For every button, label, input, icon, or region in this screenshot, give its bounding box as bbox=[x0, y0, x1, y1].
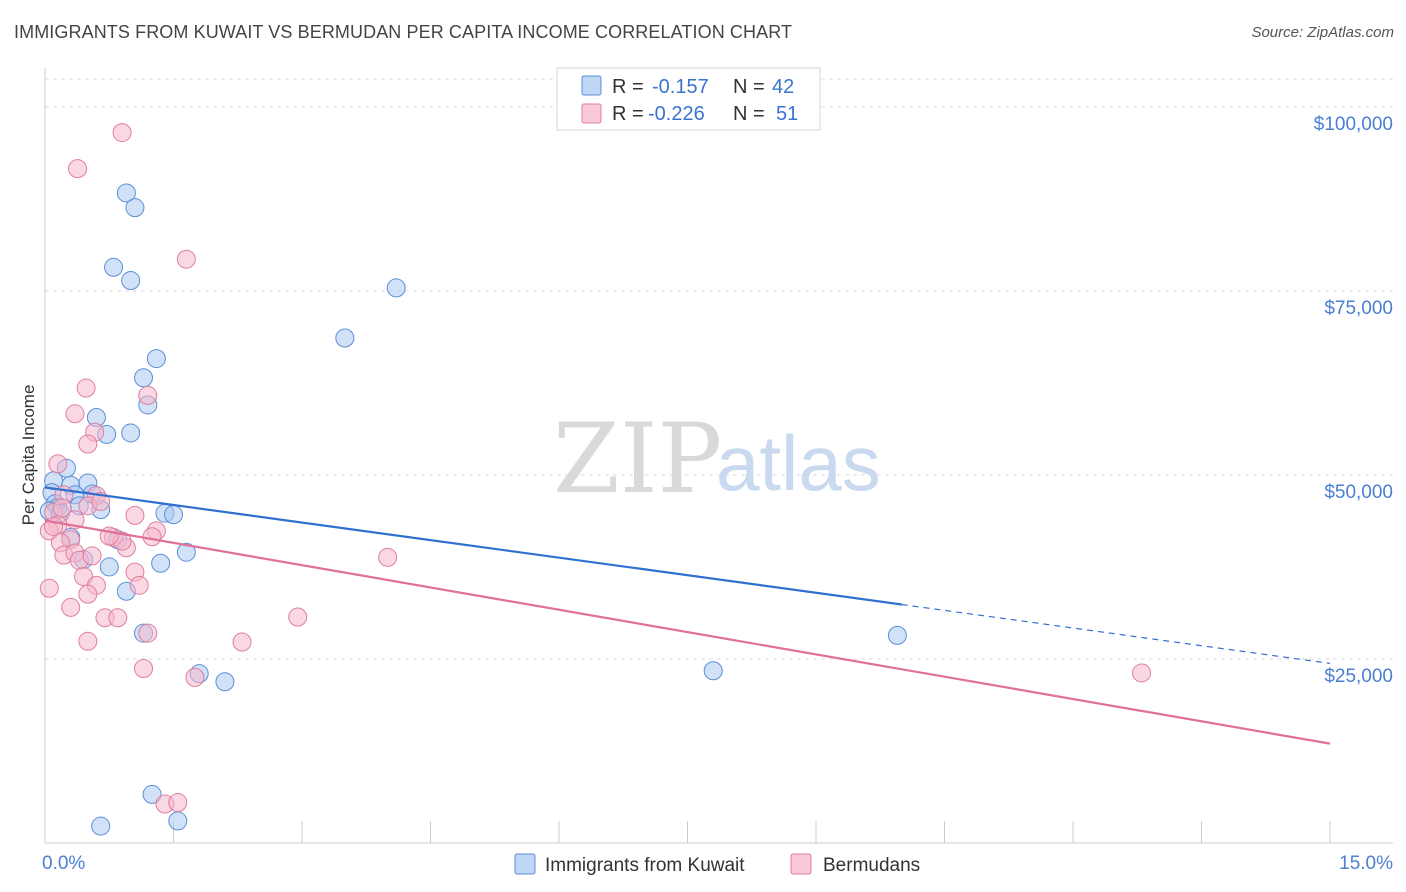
bottom-legend-label: Bermudans bbox=[823, 855, 920, 876]
legend-n-value: 51 bbox=[776, 103, 798, 125]
grid-lines bbox=[45, 78, 1393, 660]
kuwait-trend-extension bbox=[901, 603, 1331, 664]
chart-title: IMMIGRANTS FROM KUWAIT VS BERMUDAN PER C… bbox=[14, 22, 793, 42]
bermudan-point bbox=[76, 378, 96, 398]
bermudan-trend-line bbox=[44, 519, 1331, 745]
y-tick-label: $75,000 bbox=[1324, 298, 1393, 319]
watermark-atlas: atlas bbox=[716, 419, 881, 507]
bermudan-point bbox=[52, 498, 72, 518]
kuwait-point bbox=[121, 271, 141, 291]
y-tick-label: $100,000 bbox=[1314, 114, 1393, 135]
bermudan-point bbox=[39, 578, 59, 598]
kuwait-point bbox=[116, 183, 136, 203]
bermudan-point bbox=[168, 793, 188, 813]
bermudan-point bbox=[378, 547, 398, 567]
kuwait-point bbox=[104, 257, 124, 277]
legend-n-label: N = bbox=[733, 103, 765, 125]
bermudan-point bbox=[142, 527, 162, 547]
bottom-legend-swatch-blue bbox=[514, 853, 536, 875]
legend-n-value: 42 bbox=[772, 76, 794, 98]
bermudan-point bbox=[78, 631, 98, 651]
bermudan-point bbox=[125, 505, 145, 525]
watermark: ZIP atlas bbox=[553, 403, 881, 515]
bermudan-point bbox=[232, 632, 252, 652]
kuwait-point bbox=[91, 816, 111, 836]
bermudan-point bbox=[68, 159, 88, 179]
bermudan-point bbox=[138, 623, 158, 643]
bermudan-point bbox=[288, 607, 308, 627]
watermark-zip: ZIP bbox=[553, 403, 722, 515]
y-tick-label: $25,000 bbox=[1324, 666, 1393, 687]
y-axis-title: Per Capita Income bbox=[19, 385, 38, 526]
kuwait-point bbox=[703, 661, 723, 681]
kuwait-point bbox=[151, 553, 171, 573]
kuwait-point bbox=[99, 557, 119, 577]
bottom-legend-label: Immigrants from Kuwait bbox=[545, 855, 745, 876]
legend-r-label: R = bbox=[612, 76, 644, 98]
bermudan-point bbox=[78, 584, 98, 604]
bermudan-point bbox=[1132, 663, 1152, 683]
source-credit: Source: ZipAtlas.com bbox=[1251, 24, 1394, 41]
bermudan-point bbox=[65, 404, 85, 424]
legend-r-label: R = bbox=[612, 103, 644, 125]
bermudan-point bbox=[129, 575, 149, 595]
kuwait-trend-line bbox=[44, 486, 902, 606]
kuwait-point bbox=[335, 328, 355, 348]
bermudan-point bbox=[91, 491, 111, 511]
x-tick-labels: 0.0% 15.0% bbox=[42, 853, 1393, 874]
kuwait-point bbox=[142, 784, 162, 804]
bermudan-point bbox=[185, 667, 205, 687]
bermudan-point bbox=[78, 434, 98, 454]
x-tick-label: 0.0% bbox=[42, 853, 85, 874]
correlation-legend: R = -0.157 N = 42 R = -0.226 N = 51 bbox=[556, 67, 821, 131]
bermudan-point bbox=[176, 249, 196, 269]
bermudan-point bbox=[48, 454, 68, 474]
kuwait-point bbox=[134, 368, 154, 388]
bermudan-point bbox=[108, 608, 128, 628]
bermudan-point bbox=[82, 546, 102, 566]
trend-lines bbox=[44, 486, 1331, 745]
x-tick-label: 15.0% bbox=[1339, 853, 1393, 874]
kuwait-point bbox=[176, 542, 196, 562]
kuwait-point bbox=[215, 672, 235, 692]
y-tick-labels: $25,000 $50,000 $75,000 $100,000 bbox=[1314, 114, 1393, 687]
y-tick-label: $50,000 bbox=[1324, 482, 1393, 503]
kuwait-point bbox=[125, 198, 145, 218]
bermudan-point bbox=[61, 597, 81, 617]
bottom-legend-swatch-pink bbox=[790, 853, 812, 875]
series-legend: Immigrants from Kuwait Bermudans bbox=[514, 853, 920, 876]
kuwait-point bbox=[121, 423, 141, 443]
axes bbox=[44, 68, 1393, 844]
bermudan-point bbox=[138, 385, 158, 405]
legend-r-value: -0.226 bbox=[648, 103, 705, 125]
legend-swatch-blue bbox=[581, 75, 602, 96]
kuwait-point bbox=[887, 625, 907, 645]
kuwait-point bbox=[386, 278, 406, 298]
legend-r-value: -0.157 bbox=[652, 76, 709, 98]
kuwait-point bbox=[168, 811, 188, 831]
legend-n-label: N = bbox=[733, 76, 765, 98]
kuwait-point bbox=[164, 505, 183, 525]
bermudan-point bbox=[134, 659, 154, 679]
legend-swatch-pink bbox=[581, 103, 602, 124]
kuwait-point bbox=[146, 349, 166, 369]
bermudan-point bbox=[112, 123, 132, 143]
